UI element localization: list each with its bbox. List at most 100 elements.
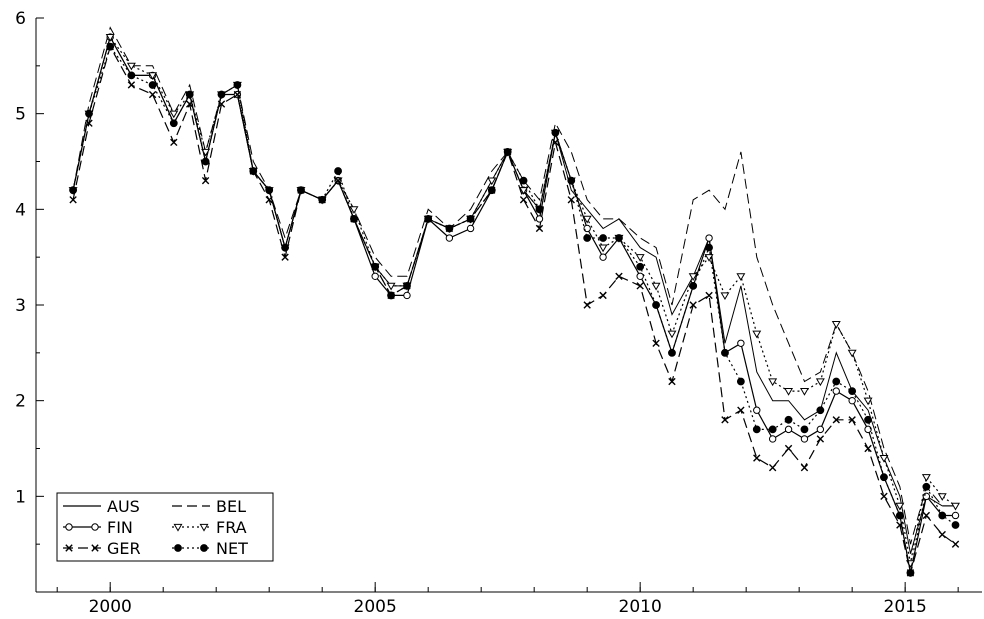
data-point-net xyxy=(689,281,698,290)
series-line-aus xyxy=(72,35,956,554)
legend: AUS BEL FIN FRA GER NET xyxy=(56,492,274,562)
series-line-fra xyxy=(72,35,956,564)
legend-label: GER xyxy=(107,539,141,558)
data-point-fra xyxy=(148,72,158,80)
y-tick-label: 6 xyxy=(15,9,26,29)
data-point-net xyxy=(721,348,729,357)
data-point-ger xyxy=(721,416,729,424)
data-point-net xyxy=(371,262,380,271)
data-point-ger xyxy=(689,301,697,309)
x-tick-label: 2015 xyxy=(884,597,927,617)
legend-item-fin: FIN xyxy=(63,518,133,537)
data-point-fra xyxy=(105,34,115,42)
data-point-fin xyxy=(403,291,411,300)
legend-item-aus: AUS xyxy=(63,497,140,516)
data-point-net xyxy=(551,128,560,137)
data-point-net xyxy=(318,195,327,204)
data-point-fin xyxy=(800,435,809,443)
data-point-net xyxy=(615,234,623,242)
data-point-ger xyxy=(281,253,289,261)
data-point-fra xyxy=(831,321,841,329)
data-point-net xyxy=(938,511,947,520)
data-point-net xyxy=(503,148,512,156)
data-point-ger xyxy=(583,301,591,309)
data-point-ger xyxy=(800,463,809,472)
data-point-net xyxy=(403,281,411,290)
data-point-fin xyxy=(371,272,379,280)
series-net xyxy=(69,42,960,577)
legend-marker xyxy=(199,523,209,532)
data-point-ger xyxy=(938,530,946,539)
data-point-fra xyxy=(752,330,762,339)
legend-label: BEL xyxy=(216,497,246,516)
y-tick-label: 3 xyxy=(15,296,26,316)
data-point-fin xyxy=(816,425,825,434)
series-fra xyxy=(68,34,960,568)
data-point-net xyxy=(85,109,93,118)
data-point-net xyxy=(106,42,115,51)
data-point-fra xyxy=(667,330,677,339)
data-point-net xyxy=(752,425,761,434)
legend-item-ger: GER xyxy=(63,539,141,558)
data-point-fra xyxy=(784,388,794,396)
x-tick-label: 2010 xyxy=(619,597,662,617)
data-point-ger xyxy=(768,463,777,472)
data-point-fra xyxy=(349,206,359,214)
data-point-ger xyxy=(753,454,761,462)
data-point-net xyxy=(705,243,713,252)
legend-item-bel: BEL xyxy=(172,497,246,516)
series-aus xyxy=(72,35,956,554)
data-point-fra xyxy=(815,378,825,387)
y-tick-label: 2 xyxy=(15,392,26,412)
data-point-fra xyxy=(937,493,947,501)
data-point-fin xyxy=(753,406,761,414)
data-point-net xyxy=(169,119,178,128)
legend-label: AUS xyxy=(107,497,140,516)
data-point-ger xyxy=(784,444,793,453)
data-point-fra xyxy=(582,215,592,224)
data-point-net xyxy=(567,176,576,185)
data-point-fin xyxy=(784,425,793,434)
data-point-fin xyxy=(848,396,856,405)
legend-label: FRA xyxy=(216,518,247,537)
data-point-net xyxy=(668,348,676,357)
legend-label: FIN xyxy=(107,518,133,537)
data-point-ger xyxy=(615,272,623,280)
data-point-fra xyxy=(635,254,645,262)
data-point-fin xyxy=(768,435,777,443)
data-point-fin xyxy=(922,492,931,501)
legend-marker xyxy=(200,544,208,552)
data-point-ger xyxy=(567,196,575,204)
data-point-net xyxy=(387,291,395,300)
data-point-fra xyxy=(487,177,497,186)
data-point-fra xyxy=(895,502,905,511)
data-point-fra xyxy=(519,187,529,195)
data-point-fra xyxy=(688,273,698,281)
data-point-fra xyxy=(768,378,778,387)
data-point-fra xyxy=(799,388,809,396)
data-point-fin xyxy=(466,224,475,233)
data-point-fra xyxy=(598,244,608,253)
data-point-ger xyxy=(636,282,644,290)
data-point-net xyxy=(864,415,872,424)
data-point-net xyxy=(265,186,274,195)
series-layer xyxy=(68,26,960,577)
data-point-fin xyxy=(737,339,745,347)
legend-marker xyxy=(65,544,73,552)
data-point-net xyxy=(906,568,915,577)
data-point-net xyxy=(880,473,888,482)
data-point-ger xyxy=(148,90,157,99)
data-point-net xyxy=(951,521,960,529)
data-point-fra xyxy=(879,454,889,463)
data-point-fra xyxy=(126,62,136,71)
data-point-net xyxy=(233,81,242,89)
data-point-net xyxy=(519,176,528,185)
y-tick-label: 5 xyxy=(15,105,26,125)
data-point-fra xyxy=(386,282,396,291)
data-point-fra xyxy=(847,349,857,358)
data-point-fin xyxy=(599,253,607,261)
data-point-net xyxy=(487,186,496,195)
data-point-fin xyxy=(864,425,872,434)
data-point-ger xyxy=(69,196,77,204)
data-point-net xyxy=(832,377,841,386)
